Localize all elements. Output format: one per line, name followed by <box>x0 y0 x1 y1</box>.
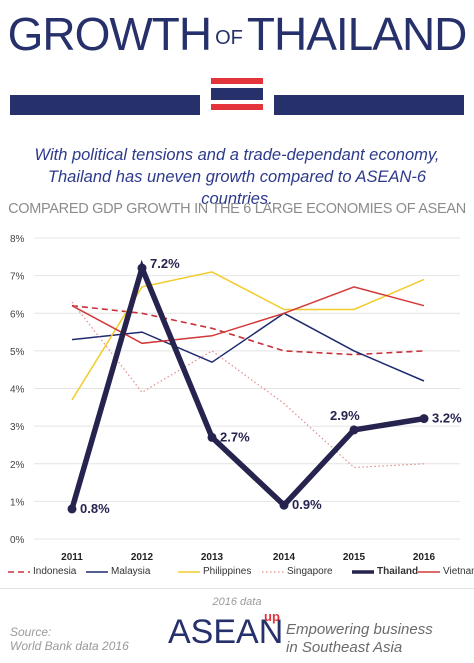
y-tick-label: 6% <box>10 309 25 320</box>
page-title: GROWTH OFTHAILAND <box>0 6 474 66</box>
y-tick-label: 1% <box>10 497 25 508</box>
decorative-bar-left <box>10 95 200 115</box>
y-tick-label: 3% <box>10 422 25 433</box>
gdp-growth-chart: 0% 1% 2% 3% 4% 5% 6% 7% 8% 2011 2012 2013 2014 2015 20… <box>10 234 462 562</box>
tagline-line-2: in Southeast Asia <box>286 639 403 656</box>
y-tick-label: 5% <box>10 347 25 358</box>
legend-label: Indonesia <box>33 566 77 577</box>
tagline-line-1: Empowering business <box>286 621 433 638</box>
thailand-point <box>349 425 359 435</box>
thailand-point <box>207 432 217 442</box>
legend-swatch <box>418 570 440 573</box>
x-tick-label: 2014 <box>273 552 296 562</box>
legend-item-malaysia: Malaysia <box>86 566 150 577</box>
thailand-data-label: 2.7% <box>220 429 250 444</box>
footer-divider <box>0 588 474 589</box>
thailand-data-label: 2.9% <box>330 408 360 423</box>
legend-swatch <box>262 570 284 573</box>
legend-label: Thailand <box>377 566 419 577</box>
thailand-point <box>137 263 147 273</box>
legend-swatch <box>178 570 200 573</box>
title-thailand: THAILAND <box>246 8 467 60</box>
thailand-point <box>279 500 289 510</box>
legend-swatch <box>352 569 374 574</box>
subtitle-line-2: Thailand has uneven growth compared to A… <box>47 168 427 208</box>
thailand-data-label: 0.8% <box>80 501 110 516</box>
subtitle: With political tensions and a trade-depe… <box>10 144 464 210</box>
y-tick-label: 8% <box>10 234 25 245</box>
x-tick-label: 2016 <box>413 552 436 562</box>
y-tick-label: 2% <box>10 460 25 471</box>
title-growth: GROWTH <box>7 8 213 60</box>
tagline: Empowering business in Southeast Asia <box>286 621 433 657</box>
legend-item-thailand: Thailand <box>352 566 418 577</box>
y-tick-label: 4% <box>10 385 25 396</box>
thailand-data-label: 0.9% <box>292 497 322 512</box>
source-label: Source: <box>10 625 52 639</box>
chart-legend: Indonesia Malaysia Philippines Singapore Tha… <box>0 562 474 582</box>
y-tick-label: 7% <box>10 272 25 283</box>
series-line-thailand <box>69 259 425 510</box>
thailand-flag-icon <box>211 78 263 110</box>
chart-title: COMPARED GDP GROWTH IN THE 6 LARGE ECONO… <box>8 201 466 217</box>
title-of: OF <box>215 27 243 49</box>
y-tick-label: 0% <box>10 535 25 546</box>
asean-up-logo: ASEAN <box>168 613 284 651</box>
legend-item-singapore: Singapore <box>262 566 333 577</box>
legend-swatch <box>86 570 108 573</box>
series-line-singapore <box>71 301 425 469</box>
legend-label: Philippines <box>203 566 252 577</box>
x-tick-label: 2012 <box>131 552 154 562</box>
legend-label: Singapore <box>287 566 333 577</box>
x-tick-label: 2015 <box>343 552 366 562</box>
thailand-data-label: 7.2% <box>150 256 180 271</box>
legend-item-indonesia: Indonesia <box>8 566 76 577</box>
x-tick-label: 2011 <box>61 552 83 562</box>
decorative-bar-right <box>274 95 464 115</box>
series-line-malaysia <box>71 312 425 382</box>
thailand-point <box>419 414 429 424</box>
logo-up-mark: up <box>264 609 280 624</box>
legend-item-vietnam: Vietnam <box>418 566 474 577</box>
data-year-note: 2016 data <box>212 596 262 608</box>
source-note: Source: World Bank data 2016 <box>10 625 129 653</box>
legend-item-philippines: Philippines <box>178 566 251 577</box>
x-tick-label: 2013 <box>201 552 224 562</box>
subtitle-line-1: With political tensions and a trade-depe… <box>34 146 440 164</box>
legend-label: Malaysia <box>111 566 151 577</box>
series-line-vietnam <box>71 286 425 345</box>
legend-label: Vietnam <box>443 566 474 577</box>
thailand-data-label: 3.2% <box>432 411 462 426</box>
legend-swatch <box>8 570 30 573</box>
thailand-point <box>67 504 77 514</box>
source-text: World Bank data 2016 <box>10 639 129 653</box>
